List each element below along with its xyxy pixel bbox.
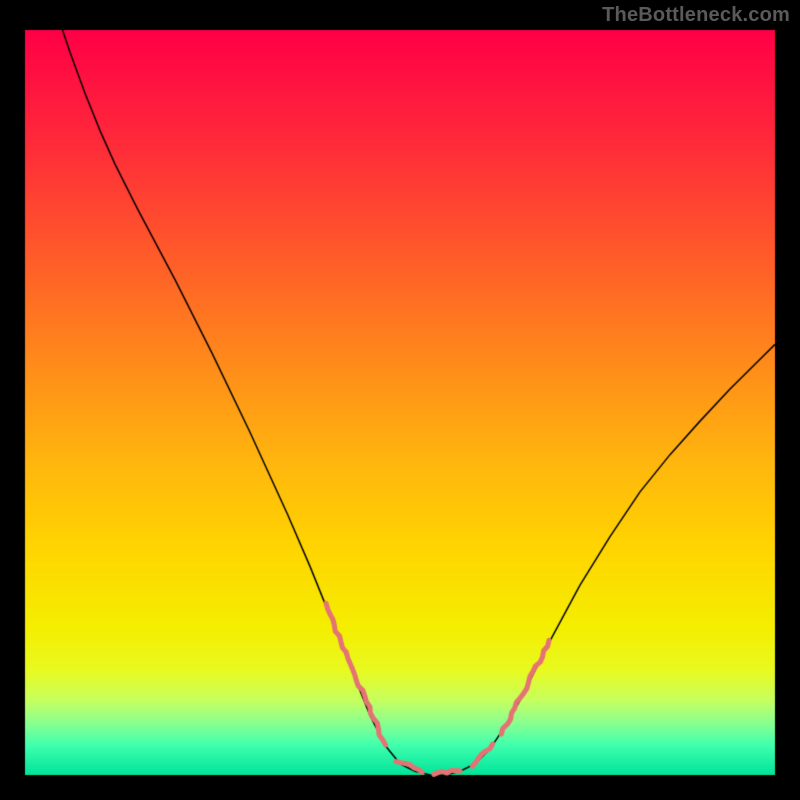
chart-container: TheBottleneck.com <box>0 0 800 800</box>
bottleneck-chart <box>0 0 800 800</box>
